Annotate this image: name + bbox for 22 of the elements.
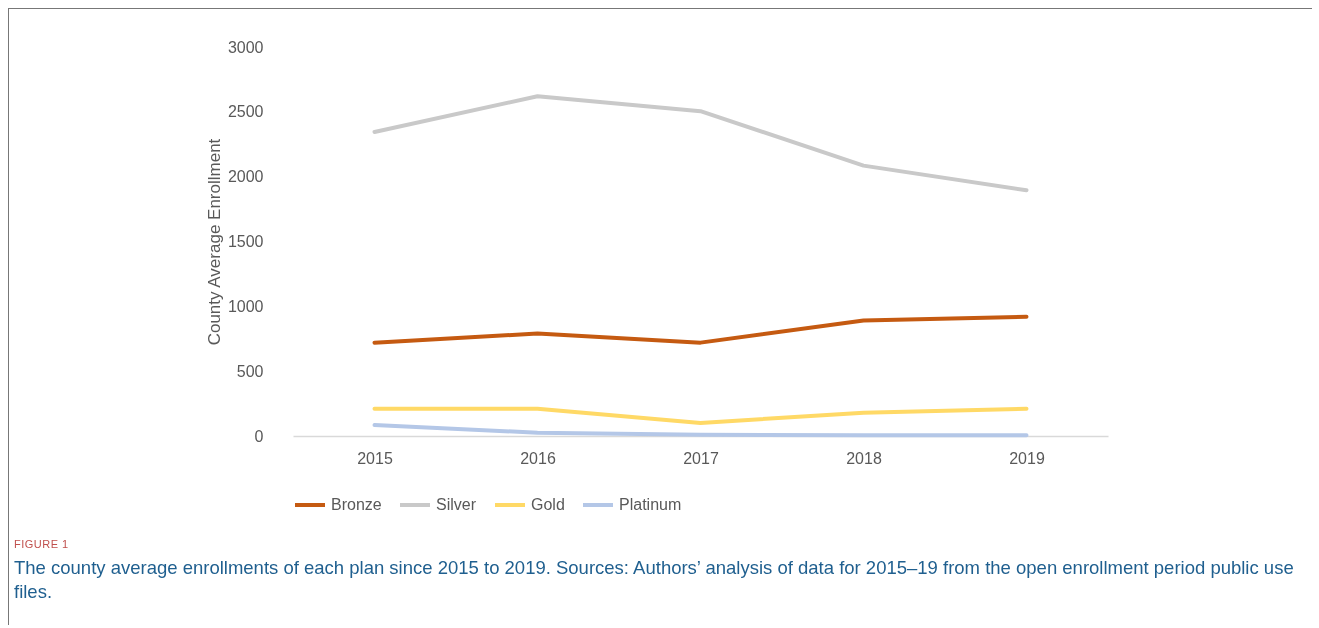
y-tick-label: 3000 [227, 38, 264, 56]
line-series [372, 422, 1029, 438]
y-tick-label: 0 [254, 427, 264, 445]
y-tick-label: 1000 [227, 297, 264, 315]
caption: FIGURE 1 [14, 538, 70, 550]
legend-label: Silver [436, 496, 477, 513]
x-tick-label: 2018 [846, 449, 882, 467]
y-tick-label: 1500 [227, 233, 264, 250]
x-tick-label: 2016 [520, 449, 556, 467]
y-tick-label: 2000 [227, 168, 264, 186]
x-tick-label: 2015 [357, 449, 393, 467]
legend-label: Gold [531, 496, 565, 513]
legend-label: Bronze [331, 496, 382, 513]
y-tick-label: 2500 [227, 103, 264, 121]
line-series [372, 94, 1029, 193]
x-tick-label: 2019 [1009, 449, 1045, 467]
legend-label: Platinum [619, 496, 682, 513]
text: The county average enrollments of each plan since 2015 to 2019. Sources: Authors’ analysis of data for 2015–19 from the open enrollment period public use files. [14, 556, 1294, 604]
y-tick-label: 500 [236, 362, 264, 380]
x-tick-label: 2017 [683, 449, 719, 467]
line-series [372, 314, 1029, 345]
y-axis-title: County Average Enrollment [204, 138, 224, 346]
